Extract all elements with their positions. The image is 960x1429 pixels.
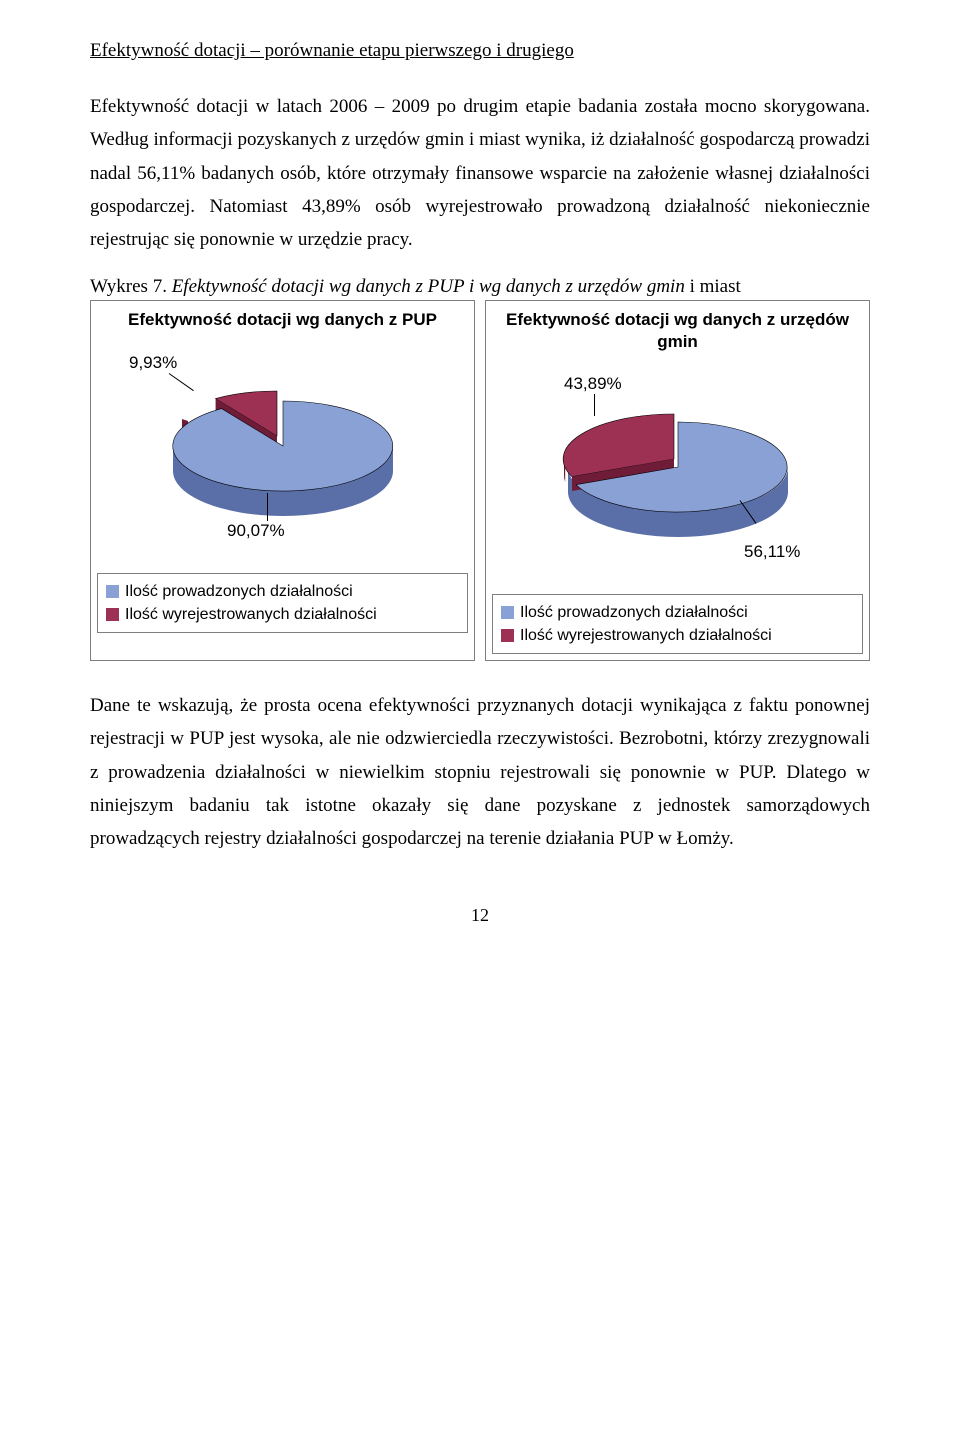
leader-red-gmin	[594, 394, 595, 416]
pie-chart-pup	[133, 361, 433, 531]
leader-blue-pup-v	[267, 493, 268, 521]
chart-caption-prefix: Wykres 7.	[90, 276, 172, 297]
legend-label: Ilość wyrejestrowanych działalności	[125, 603, 377, 626]
charts-row: Efektywność dotacji wg danych z PUP	[90, 300, 870, 661]
legend-swatch-blue	[106, 585, 119, 598]
page: Efektywność dotacji – porównanie etapu p…	[0, 0, 960, 966]
legend-label: Ilość prowadzonych działalności	[125, 580, 353, 603]
chart-title-gmin: Efektywność dotacji wg danych z urzędów …	[492, 309, 863, 352]
chart-box-pup: Efektywność dotacji wg danych z PUP	[90, 300, 475, 661]
pie-chart-gmin	[528, 382, 828, 552]
legend-box-gmin: Ilość prowadzonych działalności Ilość wy…	[492, 594, 863, 654]
legend-row: Ilość prowadzonych działalności	[501, 601, 854, 624]
pie-label-blue-gmin: 56,11%	[744, 542, 800, 562]
legend-label: Ilość wyrejestrowanych działalności	[520, 624, 772, 647]
paragraph-2: Dane te wskazują, że prosta ocena efekty…	[90, 689, 870, 855]
legend-swatch-red	[501, 629, 514, 642]
pie-wrap-gmin: 43,89% 56,11%	[492, 382, 863, 592]
pie-label-blue-pup: 90,07%	[227, 521, 285, 541]
pie-label-red-gmin: 43,89%	[564, 374, 622, 394]
chart-title-pup: Efektywność dotacji wg danych z PUP	[128, 309, 437, 330]
page-number: 12	[90, 905, 870, 926]
legend-row: Ilość wyrejestrowanych działalności	[106, 603, 459, 626]
pie-wrap-pup: 9,93% 90,07%	[97, 361, 468, 571]
legend-row: Ilość prowadzonych działalności	[106, 580, 459, 603]
legend-row: Ilość wyrejestrowanych działalności	[501, 624, 854, 647]
legend-box-pup: Ilość prowadzonych działalności Ilość wy…	[97, 573, 468, 633]
chart-caption: Wykres 7. Efektywność dotacji wg danych …	[90, 276, 870, 298]
paragraph-1: Efektywność dotacji w latach 2006 – 2009…	[90, 90, 870, 256]
legend-swatch-red	[106, 608, 119, 621]
chart-caption-tail: i miast	[690, 276, 741, 297]
pie-slice-blue	[172, 401, 392, 491]
legend-swatch-blue	[501, 606, 514, 619]
chart-box-gmin: Efektywność dotacji wg danych z urzędów …	[485, 300, 870, 661]
section-title: Efektywność dotacji – porównanie etapu p…	[90, 40, 870, 62]
chart-caption-italic: Efektywność dotacji wg danych z PUP i wg…	[172, 276, 690, 297]
pie-label-red-pup: 9,93%	[129, 353, 177, 373]
legend-label: Ilość prowadzonych działalności	[520, 601, 748, 624]
